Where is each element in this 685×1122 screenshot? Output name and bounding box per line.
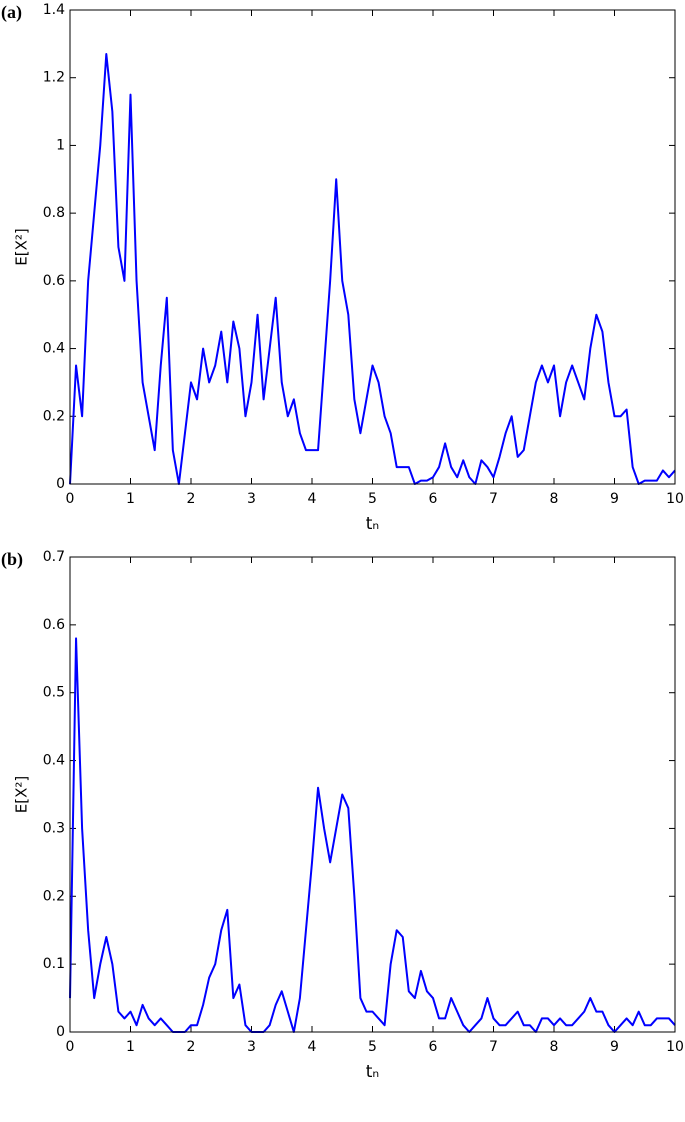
plot-frame	[69, 556, 676, 1033]
x-tick-label: 3	[247, 491, 256, 507]
y-axis-label: E[X²]	[13, 776, 31, 813]
x-tick-label: 4	[308, 491, 317, 507]
data-line	[69, 637, 676, 1033]
y-tick-label: 1	[56, 137, 65, 153]
y-tick-label: 1.2	[43, 70, 65, 86]
x-tick-label: 1	[126, 1039, 135, 1055]
panel-label: (a)	[1, 2, 22, 23]
y-tick-label: 0.6	[43, 617, 65, 633]
y-axis-label: E[X²]	[13, 228, 31, 265]
x-tick-label: 9	[610, 491, 619, 507]
x-axis-label: tₙ	[366, 514, 379, 534]
data-line	[69, 53, 676, 485]
y-tick-label: 0.7	[43, 549, 65, 565]
x-tick-label: 0	[66, 1039, 75, 1055]
x-tick-label: 2	[187, 1039, 196, 1055]
y-tick-label: 0.5	[43, 685, 65, 701]
y-tick-label: 0.4	[43, 753, 65, 769]
x-tick-label: 6	[429, 1039, 438, 1055]
y-tick-label: 0.1	[43, 956, 65, 972]
y-tick-label: 0.3	[43, 820, 65, 836]
x-tick-label: 3	[247, 1039, 256, 1055]
y-tick-label: 0.2	[43, 888, 65, 904]
x-tick-label: 5	[368, 491, 377, 507]
x-tick-label: 6	[429, 491, 438, 507]
x-tick-label: 10	[666, 1039, 684, 1055]
panel-label: (b)	[1, 549, 23, 570]
y-tick-label: 0	[56, 476, 65, 492]
plot-frame	[69, 9, 676, 485]
x-tick-label: 5	[368, 1039, 377, 1055]
x-axis-label: tₙ	[366, 1062, 379, 1082]
x-tick-label: 4	[308, 1039, 317, 1055]
y-tick-label: 1.4	[43, 2, 65, 18]
x-tick-label: 2	[187, 491, 196, 507]
y-tick-label: 0	[56, 1024, 65, 1040]
y-tick-label: 0.4	[43, 341, 65, 357]
x-tick-label: 0	[66, 491, 75, 507]
x-tick-label: 7	[489, 1039, 498, 1055]
y-tick-label: 0.2	[43, 408, 65, 424]
x-tick-label: 9	[610, 1039, 619, 1055]
x-tick-label: 8	[550, 491, 559, 507]
x-tick-label: 8	[550, 1039, 559, 1055]
y-tick-label: 0.8	[43, 205, 65, 221]
x-tick-label: 1	[126, 491, 135, 507]
y-tick-label: 0.6	[43, 273, 65, 289]
x-tick-label: 10	[666, 491, 684, 507]
x-tick-label: 7	[489, 491, 498, 507]
